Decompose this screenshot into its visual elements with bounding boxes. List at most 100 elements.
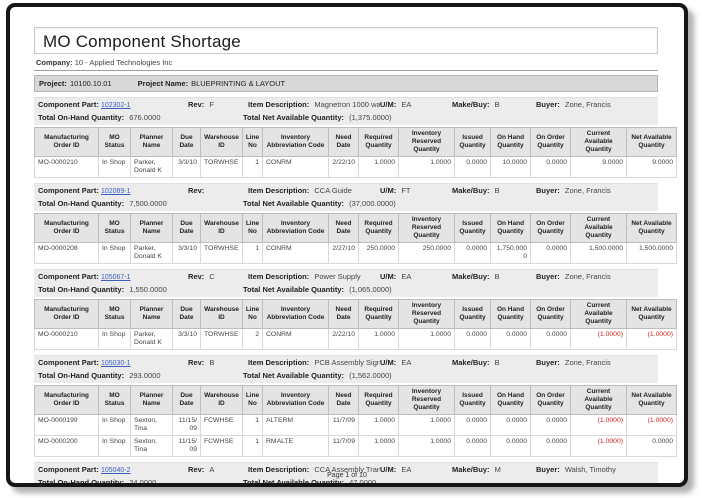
table-cell: 1,500.0000 [570, 242, 627, 264]
item-description-value: Magnetron 1000 watt [This is a long Desc… [314, 100, 380, 109]
column-header: Inventory Abbreviation Code [262, 299, 329, 329]
column-header: Inventory Abbreviation Code [262, 127, 329, 157]
table-cell: 0.0000 [530, 328, 571, 350]
company-label: Company: [36, 58, 73, 67]
rev-group: Rev: F [188, 100, 248, 110]
total-on-hand-group: Total On-Hand Quantity: 1,550.0000 [38, 285, 243, 295]
uom-group: U/M: EA [380, 272, 452, 282]
column-header: Need Date [328, 127, 359, 157]
table-cell: 11/7/09 [328, 414, 359, 436]
total-on-hand-group: Total On-Hand Quantity: 24.0000 [38, 478, 243, 487]
table-cell: 0.0000 [530, 156, 571, 178]
buyer-value: Walsh, Timothy [564, 465, 616, 474]
table-cell: CONRM [262, 328, 329, 350]
table-cell: 250.0000 [398, 242, 455, 264]
table-cell: MO-0000199 [34, 414, 99, 436]
table-cell: 0.0000 [490, 414, 531, 436]
column-header: Need Date [328, 299, 359, 329]
table-cell: 0.0000 [490, 435, 531, 457]
table-cell: 2/27/10 [328, 242, 359, 264]
item-description-value: Power Supply [314, 272, 361, 281]
total-on-hand-value: 293.0000 [129, 371, 161, 380]
table-cell: 0.0000 [626, 435, 677, 457]
item-description-group: Item Description: PCB Assembly Signal Pr… [248, 358, 380, 368]
buyer-label: Buyer: [536, 100, 560, 109]
rev-group: Rev: C [188, 272, 248, 282]
page-footer: Page 1 of 10 [327, 472, 367, 479]
make-buy-value: B [494, 358, 500, 367]
item-description-label: Item Description: [248, 465, 310, 474]
component-part-group: Component Part: 105067-1 [38, 272, 188, 283]
total-on-hand-label: Total On-Hand Quantity: [38, 113, 125, 122]
table-cell: 3/3/10 [172, 242, 201, 264]
total-on-hand-label: Total On-Hand Quantity: [38, 199, 125, 208]
table-header-row: Manufacturing Order ID MO Status Planner N… [34, 385, 677, 415]
column-header: Inventory Reserved Quantity [398, 299, 455, 329]
column-header: Warehouse ID [200, 299, 243, 329]
component-part-label: Component Part: [38, 358, 99, 367]
table-cell: 1 [242, 156, 263, 178]
column-header: Planner Name [130, 127, 173, 157]
table-row: MO-0000208 In Shop Parker, Donald K 3/3/10 T… [34, 242, 677, 264]
component-part-label: Component Part: [38, 186, 99, 195]
total-net-available-group: Total Net Available Quantity: (37,000.00… [243, 199, 396, 209]
component-part-link[interactable]: 105040-2 [100, 467, 131, 474]
make-buy-label: Make/Buy: [452, 358, 490, 367]
column-header: Planner Name [130, 213, 173, 243]
uom-value: EA [401, 465, 412, 474]
table-row: MO-0000210 In Shop Parker, Donald K 3/3/10 T… [34, 156, 677, 178]
component-part-link[interactable]: 105030-1 [100, 360, 131, 367]
rev-group: Rev: B [188, 358, 248, 368]
table-cell: 11/7/09 [328, 435, 359, 457]
column-header: On Order Quantity [530, 385, 571, 415]
component-part-label: Component Part: [38, 100, 99, 109]
column-header: Warehouse ID [200, 213, 243, 243]
column-header: Required Quantity [358, 213, 399, 243]
buyer-value: Zone, Francis [564, 100, 611, 109]
item-description-label: Item Description: [248, 358, 310, 367]
table-cell: ALTERM [262, 414, 329, 436]
total-net-available-label: Total Net Available Quantity: [243, 199, 344, 208]
table-cell: FCWHSE [200, 435, 243, 457]
item-description-group: Item Description: CCA Guide [248, 186, 380, 196]
table-cell: 0.0000 [454, 435, 491, 457]
project-name-label: Project Name: [137, 79, 189, 88]
total-on-hand-group: Total On-Hand Quantity: 676.0000 [38, 113, 243, 123]
table-cell: 0.0000 [490, 328, 531, 350]
uom-label: U/M: [380, 100, 397, 109]
column-header: Due Date [172, 213, 201, 243]
total-net-available-value: (37,000.0000) [349, 199, 396, 208]
item-description-group: Item Description: Power Supply [248, 272, 380, 282]
uom-label: U/M: [380, 465, 397, 474]
table-cell: 1 [242, 414, 263, 436]
column-header: Current Available Quantity [570, 385, 627, 415]
table-header-row: Manufacturing Order ID MO Status Planner N… [34, 213, 677, 243]
column-header: Line No [242, 299, 263, 329]
table-cell: (1.0000) [570, 328, 627, 350]
table-cell: 1.0000 [398, 435, 455, 457]
table-cell: 1.0000 [358, 435, 399, 457]
column-header: Net Available Quantity [626, 385, 677, 415]
component-part-link[interactable]: 102302-1 [100, 102, 131, 109]
table-cell: (1.0000) [626, 414, 677, 436]
table-cell: 1 [242, 435, 263, 457]
table-cell: TORWHSE [200, 156, 243, 178]
project-number: 10100.10.01 [69, 79, 112, 88]
total-on-hand-label: Total On-Hand Quantity: [38, 478, 125, 487]
buyer-label: Buyer: [536, 186, 560, 195]
total-on-hand-label: Total On-Hand Quantity: [38, 371, 125, 380]
table-cell: RMALTE [262, 435, 329, 457]
component-part-link[interactable]: 105067-1 [100, 274, 131, 281]
component-part-link[interactable]: 102089-1 [100, 188, 131, 195]
table-cell: FCWHSE [200, 414, 243, 436]
table-cell: (1.0000) [570, 435, 627, 457]
table-cell: 1.0000 [358, 156, 399, 178]
table-cell: 1,500.0000 [626, 242, 677, 264]
rev-label: Rev: [188, 100, 205, 109]
column-header: MO Status [98, 299, 131, 329]
buyer-value: Zone, Francis [564, 272, 611, 281]
column-header: On Hand Quantity [490, 299, 531, 329]
uom-group: U/M: EA [380, 358, 452, 368]
table-cell: (1.0000) [570, 414, 627, 436]
buyer-value: Zone, Francis [564, 358, 611, 367]
